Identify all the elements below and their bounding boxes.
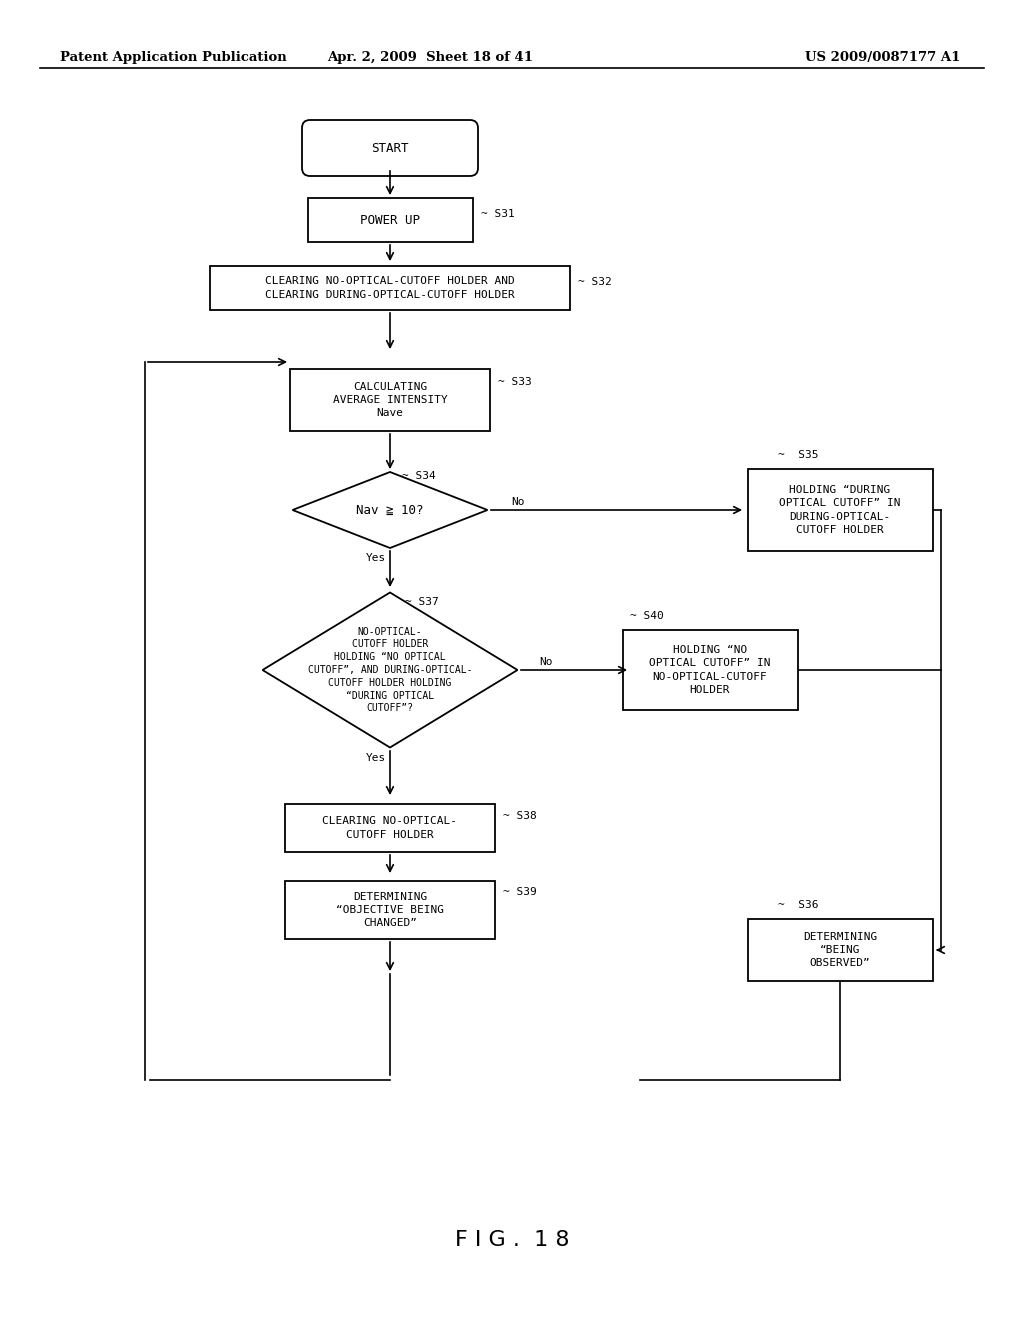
Bar xyxy=(210,267,570,310)
Text: ~ S39: ~ S39 xyxy=(503,887,537,898)
Text: HOLDING “NO
OPTICAL CUTOFF” IN
NO-OPTICAL-CUTOFF
HOLDER: HOLDING “NO OPTICAL CUTOFF” IN NO-OPTICA… xyxy=(649,645,771,694)
Bar xyxy=(748,919,933,981)
Text: ~ S34: ~ S34 xyxy=(402,471,436,480)
Text: ~ S31: ~ S31 xyxy=(481,209,515,219)
Text: Yes: Yes xyxy=(366,553,386,564)
Text: US 2009/0087177 A1: US 2009/0087177 A1 xyxy=(805,50,961,63)
Polygon shape xyxy=(262,593,517,747)
Text: DETERMINING
“BEING
OBSERVED”: DETERMINING “BEING OBSERVED” xyxy=(803,932,878,968)
FancyBboxPatch shape xyxy=(302,120,478,176)
Text: ~  S36: ~ S36 xyxy=(778,900,818,909)
Text: No: No xyxy=(540,657,553,667)
Text: No: No xyxy=(511,498,524,507)
Text: ~  S35: ~ S35 xyxy=(778,450,818,459)
Text: Apr. 2, 2009  Sheet 18 of 41: Apr. 2, 2009 Sheet 18 of 41 xyxy=(327,50,534,63)
Text: CALCULATING
AVERAGE INTENSITY
Nave: CALCULATING AVERAGE INTENSITY Nave xyxy=(333,381,447,418)
Text: Yes: Yes xyxy=(366,752,386,763)
Text: DETERMINING
“OBJECTIVE BEING
CHANGED”: DETERMINING “OBJECTIVE BEING CHANGED” xyxy=(336,892,444,928)
Text: F I G .  1 8: F I G . 1 8 xyxy=(455,1230,569,1250)
Text: NO-OPTICAL-
CUTOFF HOLDER
HOLDING “NO OPTICAL
CUTOFF”, AND DURING-OPTICAL-
CUTOF: NO-OPTICAL- CUTOFF HOLDER HOLDING “NO OP… xyxy=(308,627,472,713)
Text: CLEARING NO-OPTICAL-
CUTOFF HOLDER: CLEARING NO-OPTICAL- CUTOFF HOLDER xyxy=(323,816,458,840)
Text: ~ S32: ~ S32 xyxy=(578,277,611,286)
Text: ~ S33: ~ S33 xyxy=(498,378,531,387)
Bar xyxy=(748,469,933,550)
Text: POWER UP: POWER UP xyxy=(360,214,420,227)
Text: Nav ≧ 10?: Nav ≧ 10? xyxy=(356,503,424,516)
Text: START: START xyxy=(372,141,409,154)
Text: ~ S38: ~ S38 xyxy=(503,810,537,821)
Bar xyxy=(290,370,490,432)
Bar xyxy=(623,630,798,710)
Bar xyxy=(307,198,472,242)
Polygon shape xyxy=(293,473,487,548)
Text: ~ S40: ~ S40 xyxy=(630,611,664,620)
Bar xyxy=(285,880,495,939)
Text: CLEARING NO-OPTICAL-CUTOFF HOLDER AND
CLEARING DURING-OPTICAL-CUTOFF HOLDER: CLEARING NO-OPTICAL-CUTOFF HOLDER AND CL… xyxy=(265,276,515,300)
Text: HOLDING “DURING
OPTICAL CUTOFF” IN
DURING-OPTICAL-
CUTOFF HOLDER: HOLDING “DURING OPTICAL CUTOFF” IN DURIN… xyxy=(779,486,901,535)
Bar xyxy=(285,804,495,851)
Text: ~ S37: ~ S37 xyxy=(406,597,438,607)
Text: Patent Application Publication: Patent Application Publication xyxy=(60,50,287,63)
